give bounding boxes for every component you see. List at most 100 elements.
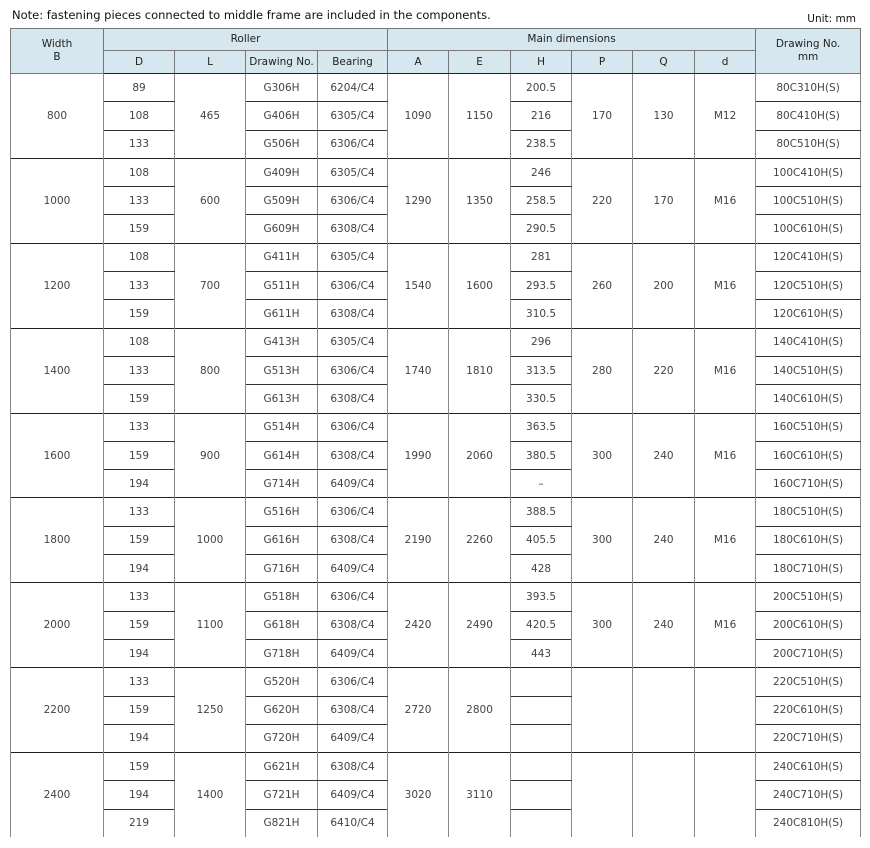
d-cell: 159 xyxy=(103,214,175,244)
a-cell: 1090 xyxy=(387,73,450,159)
note-text: Note: fastening pieces connected to midd… xyxy=(12,8,491,22)
table-row: 159 G616H 6308/C4 405.5 180C610H(S) xyxy=(11,526,862,556)
a-cell: 1740 xyxy=(387,327,450,414)
header-roller: Roller xyxy=(102,28,389,51)
bearing-cell: 6306/C4 xyxy=(316,667,389,697)
d-cell: 133 xyxy=(103,412,175,442)
q-cell: 220 xyxy=(632,327,696,414)
table-row: 159 G620H 6308/C4 220C610H(S) xyxy=(11,696,862,725)
h-cell: 393.5 xyxy=(510,582,573,612)
width-cell: 2200 xyxy=(10,667,104,753)
bearing-cell: 6308/C4 xyxy=(316,441,389,471)
d-cell: 108 xyxy=(103,327,175,357)
e-cell: 2800 xyxy=(448,667,512,753)
width-cell: 1600 xyxy=(10,412,104,498)
p-cell: 260 xyxy=(571,242,634,329)
bearing-cell: 6409/C4 xyxy=(316,639,389,668)
d-cell: 108 xyxy=(103,157,175,188)
a-cell: 1290 xyxy=(387,157,450,244)
header-drawing-no: Drawing No. mm xyxy=(755,28,862,74)
bearing-cell: 6204/C4 xyxy=(316,72,389,103)
bolt-d-cell: M16 xyxy=(694,497,757,583)
drawing-no-cell: 120C410H(S) xyxy=(755,242,862,273)
h-cell: 330.5 xyxy=(510,384,573,414)
table-row: 219 G821H 6410/C4 240C810H(S) xyxy=(11,809,862,838)
width-cell: 1200 xyxy=(10,242,104,329)
bearing-cell: 6305/C4 xyxy=(316,327,389,357)
bolt-d-cell: M16 xyxy=(694,242,757,329)
table-row: 194 G718H 6409/C4 443 200C710H(S) xyxy=(11,639,862,668)
bearing-cell: 6410/C4 xyxy=(316,809,389,838)
width-cell: 1400 xyxy=(10,327,104,414)
bearing-cell: 6308/C4 xyxy=(316,752,389,782)
l-cell: 1250 xyxy=(174,667,246,753)
d-cell: 194 xyxy=(103,780,175,810)
bearing-cell: 6305/C4 xyxy=(316,101,389,131)
bearing-cell: 6306/C4 xyxy=(316,412,389,442)
h-cell: 310.5 xyxy=(510,299,573,329)
l-cell: 1000 xyxy=(174,497,246,583)
d-cell: 159 xyxy=(103,441,175,471)
d-cell: 108 xyxy=(103,101,175,131)
roller-drawing-cell: G609H xyxy=(245,214,318,244)
header-l: L xyxy=(174,50,246,74)
h-cell: 420.5 xyxy=(510,611,573,640)
width-cell: 1000 xyxy=(10,157,104,244)
h-cell xyxy=(510,696,573,725)
roller-drawing-cell: G721H xyxy=(245,780,318,810)
table-row: 1400 108 800 G413H 6305/C4 1740 1810 296 280 220 M… xyxy=(10,327,862,414)
q-cell: 240 xyxy=(632,582,696,668)
h-cell: 238.5 xyxy=(510,130,573,159)
roller-drawing-cell: G614H xyxy=(245,441,318,471)
roller-drawing-cell: G618H xyxy=(245,611,318,640)
l-cell: 1100 xyxy=(174,582,246,668)
p-cell xyxy=(571,752,634,838)
header-roller-drawing: Drawing No. xyxy=(245,50,318,74)
h-cell xyxy=(510,724,573,753)
bearing-cell: 6306/C4 xyxy=(316,356,389,386)
drawing-no-cell: 80C310H(S) xyxy=(755,72,862,103)
drawing-no-cell: 200C710H(S) xyxy=(755,639,862,668)
header-d-bolt: d xyxy=(694,50,757,74)
drawing-no-cell: 160C610H(S) xyxy=(755,441,862,471)
roller-drawing-cell: G518H xyxy=(245,582,318,612)
a-cell: 2420 xyxy=(387,582,450,668)
d-cell: 89 xyxy=(103,72,175,103)
roller-drawing-cell: G406H xyxy=(245,101,318,131)
width-cell: 2400 xyxy=(10,752,104,838)
drawing-no-cell: 220C610H(S) xyxy=(755,696,862,725)
table-row: 159 G611H 6308/C4 310.5 120C610H(S) xyxy=(11,299,862,329)
drawing-no-cell: 140C610H(S) xyxy=(755,384,862,414)
drawing-no-cell: 220C510H(S) xyxy=(755,667,862,697)
table-row: 2400 159 1400 G621H 6308/C4 3020 3110 240C610H(… xyxy=(10,752,862,838)
bolt-d-cell: M16 xyxy=(694,157,757,244)
roller-drawing-cell: G509H xyxy=(245,186,318,216)
h-cell: 405.5 xyxy=(510,526,573,556)
a-cell: 3020 xyxy=(387,752,450,838)
d-cell: 133 xyxy=(103,271,175,301)
q-cell: 170 xyxy=(632,157,696,244)
table-row: 2000 133 1100 G518H 6306/C4 2420 2490 393.5 300 2… xyxy=(10,582,862,668)
p-cell: 300 xyxy=(571,582,634,668)
drawing-no-cell: 120C610H(S) xyxy=(755,299,862,329)
e-cell: 2060 xyxy=(448,412,512,498)
drawing-no-cell: 100C510H(S) xyxy=(755,186,862,216)
p-cell: 300 xyxy=(571,497,634,583)
roller-drawing-cell: G506H xyxy=(245,130,318,159)
d-cell: 133 xyxy=(103,186,175,216)
q-cell: 240 xyxy=(632,497,696,583)
d-cell: 194 xyxy=(103,469,175,498)
h-cell: 290.5 xyxy=(510,214,573,244)
roller-drawing-cell: G714H xyxy=(245,469,318,498)
table-row: 133 G506H 6306/C4 238.5 80C510H(S) xyxy=(11,130,862,159)
q-cell xyxy=(632,752,696,838)
roller-drawing-cell: G513H xyxy=(245,356,318,386)
roller-drawing-cell: G413H xyxy=(245,327,318,357)
h-cell: 313.5 xyxy=(510,356,573,386)
h-cell: 388.5 xyxy=(510,497,573,527)
l-cell: 900 xyxy=(174,412,246,498)
h-cell: 293.5 xyxy=(510,271,573,301)
h-cell xyxy=(510,809,573,838)
d-cell: 133 xyxy=(103,356,175,386)
h-cell xyxy=(510,667,573,697)
